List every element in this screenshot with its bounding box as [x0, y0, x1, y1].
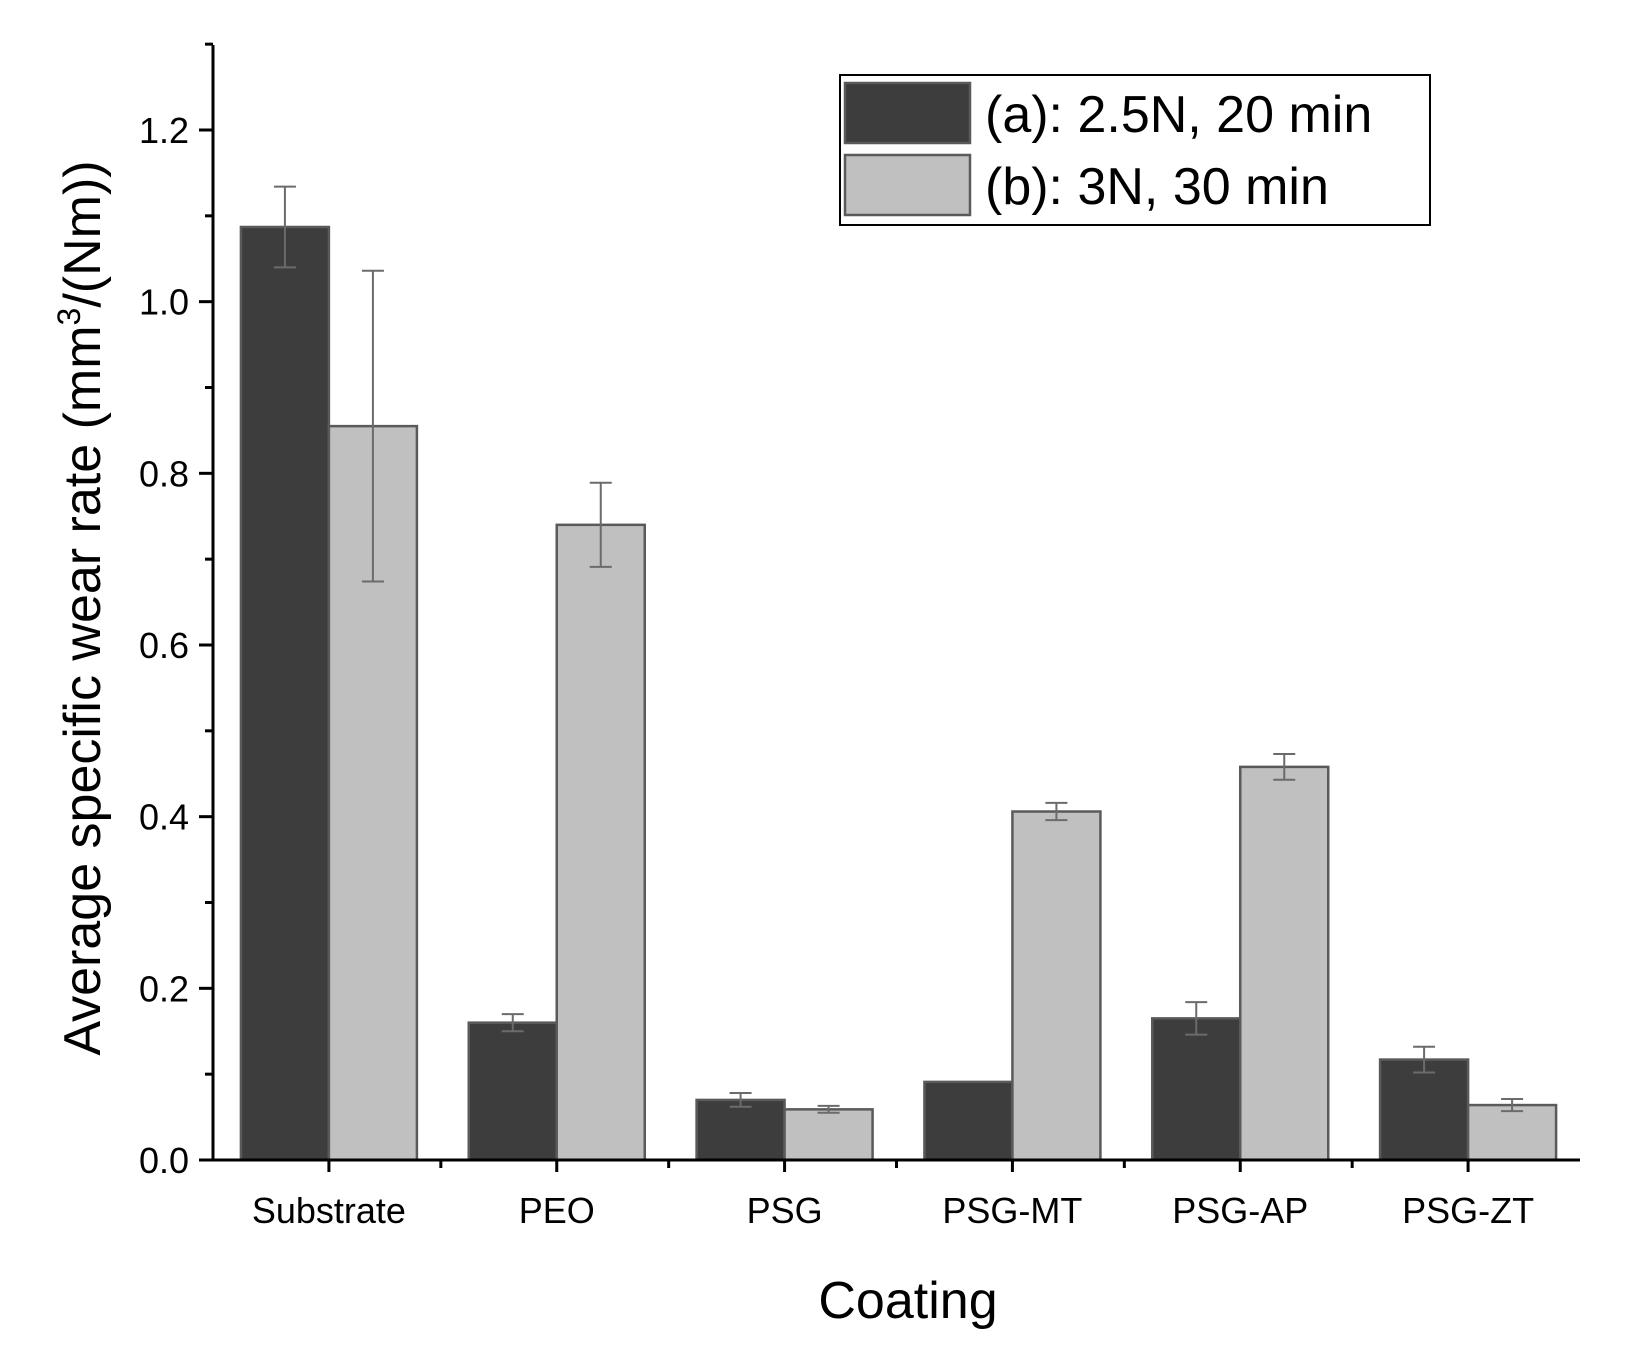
x-tick-label: Substrate — [252, 1190, 406, 1231]
legend: (a): 2.5N, 20 min (b): 3N, 30 min — [839, 74, 1431, 226]
x-axis-title: Coating — [818, 1272, 997, 1330]
bar-a-psg-mt — [923, 1080, 1014, 1162]
bar-a-peo — [467, 1021, 558, 1162]
y-tick-label: 1.2 — [139, 110, 189, 151]
y-axis-title-main: Average specific wear rate (mm — [54, 325, 112, 1055]
error-bars-layer — [273, 185, 1524, 1114]
legend-swatch-b — [843, 153, 972, 217]
bars-layer — [239, 225, 1558, 1162]
legend-label-a: (a): 2.5N, 20 min — [985, 86, 1372, 144]
ticks-layer — [199, 42, 1470, 1172]
y-axis-title: Average specific wear rate (mm3/(Nm)) — [51, 160, 112, 1055]
y-tick-label: 0.0 — [139, 1140, 189, 1181]
y-tick-label: 0.8 — [139, 453, 189, 494]
bar-b-peo — [555, 523, 646, 1162]
y-axis-title-end: /(Nm)) — [54, 160, 112, 307]
bar-b-psg-mt — [1011, 810, 1102, 1162]
bar-a-psg — [695, 1098, 786, 1162]
labels-layer: 0.0 0.2 0.4 0.6 0.8 1.0 1.2 Substrate PEO PSG PSG-… — [139, 110, 1534, 1231]
x-tick-label: PSG-MT — [942, 1190, 1082, 1231]
bar-a-psg-ap — [1151, 1017, 1242, 1162]
y-tick-label: 1.0 — [139, 282, 189, 323]
x-tick-label: PSG-ZT — [1402, 1190, 1534, 1231]
y-tick-label: 0.2 — [139, 968, 189, 1009]
bar-b-psg — [783, 1108, 874, 1162]
bar-b-psg-ap — [1239, 765, 1330, 1162]
legend-swatch-a — [843, 81, 972, 145]
bar-a-psg-zt — [1378, 1058, 1470, 1162]
y-tick-label: 0.6 — [139, 625, 189, 666]
bar-b-psg-zt — [1466, 1103, 1558, 1162]
y-tick-label: 0.4 — [139, 797, 189, 838]
x-tick-label: PSG-AP — [1172, 1190, 1308, 1231]
x-tick-label: PSG — [747, 1190, 823, 1231]
y-axis-title-sup: 3 — [51, 308, 87, 326]
legend-label-b: (b): 3N, 30 min — [985, 158, 1329, 216]
bar-a-substrate — [239, 225, 331, 1162]
x-tick-label: PEO — [519, 1190, 595, 1231]
